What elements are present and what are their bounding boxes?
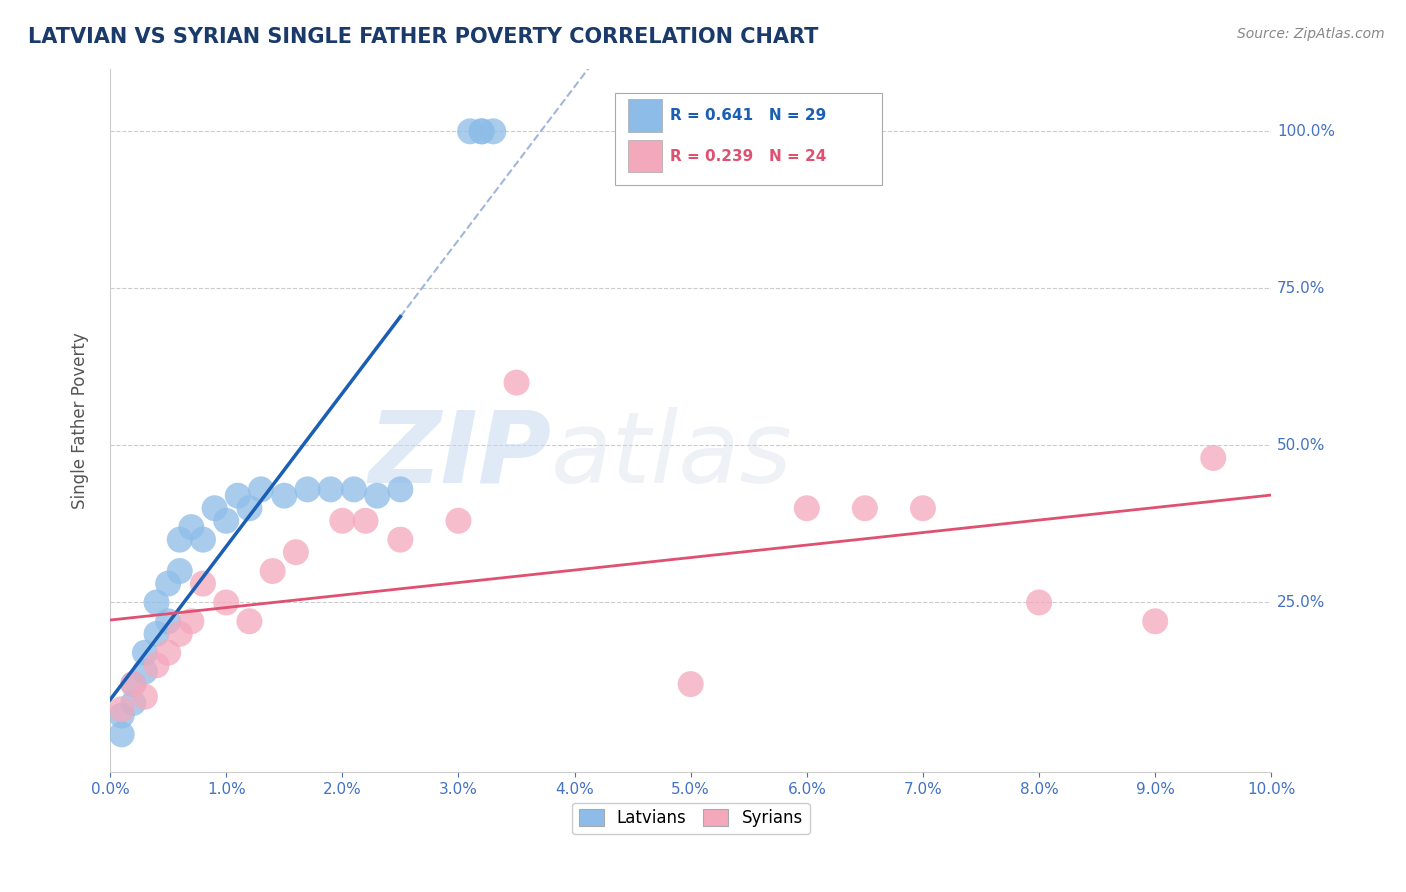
- FancyBboxPatch shape: [628, 140, 662, 172]
- Point: [458, 124, 481, 138]
- Point: [122, 677, 145, 691]
- Point: [215, 595, 238, 609]
- Point: [204, 501, 226, 516]
- Point: [1028, 595, 1050, 609]
- Text: R = 0.239   N = 24: R = 0.239 N = 24: [669, 149, 827, 163]
- Text: 25.0%: 25.0%: [1277, 595, 1326, 610]
- Point: [122, 677, 145, 691]
- Point: [134, 690, 156, 704]
- Point: [447, 514, 470, 528]
- Point: [796, 501, 818, 516]
- Point: [180, 520, 202, 534]
- Text: Source: ZipAtlas.com: Source: ZipAtlas.com: [1237, 27, 1385, 41]
- FancyBboxPatch shape: [628, 100, 662, 132]
- Point: [238, 615, 260, 629]
- Y-axis label: Single Father Poverty: Single Father Poverty: [72, 332, 89, 508]
- Point: [111, 702, 134, 716]
- Point: [853, 501, 876, 516]
- Legend: Latvians, Syrians: Latvians, Syrians: [572, 803, 810, 834]
- Point: [169, 533, 191, 547]
- Point: [471, 124, 494, 138]
- Point: [319, 483, 342, 497]
- Point: [250, 483, 273, 497]
- Point: [284, 545, 307, 559]
- Point: [354, 514, 377, 528]
- FancyBboxPatch shape: [616, 93, 883, 185]
- Text: LATVIAN VS SYRIAN SINGLE FATHER POVERTY CORRELATION CHART: LATVIAN VS SYRIAN SINGLE FATHER POVERTY …: [28, 27, 818, 46]
- Point: [505, 376, 527, 390]
- Point: [297, 483, 319, 497]
- Point: [679, 677, 702, 691]
- Point: [111, 727, 134, 741]
- Point: [330, 514, 353, 528]
- Point: [145, 627, 167, 641]
- Point: [145, 595, 167, 609]
- Point: [215, 514, 238, 528]
- Point: [169, 627, 191, 641]
- Point: [191, 533, 214, 547]
- Point: [389, 483, 412, 497]
- Text: R = 0.641   N = 29: R = 0.641 N = 29: [669, 108, 827, 123]
- Point: [1202, 450, 1225, 465]
- Point: [157, 646, 180, 660]
- Point: [226, 489, 249, 503]
- Point: [180, 615, 202, 629]
- Text: atlas: atlas: [551, 407, 793, 504]
- Point: [111, 708, 134, 723]
- Point: [157, 615, 180, 629]
- Point: [911, 501, 934, 516]
- Point: [238, 501, 260, 516]
- Point: [157, 576, 180, 591]
- Point: [471, 124, 494, 138]
- Point: [366, 489, 388, 503]
- Point: [262, 564, 284, 578]
- Point: [343, 483, 366, 497]
- Point: [134, 646, 156, 660]
- Text: 75.0%: 75.0%: [1277, 281, 1326, 296]
- Text: 100.0%: 100.0%: [1277, 124, 1336, 139]
- Point: [134, 665, 156, 679]
- Point: [273, 489, 295, 503]
- Point: [191, 576, 214, 591]
- Point: [145, 658, 167, 673]
- Text: 50.0%: 50.0%: [1277, 438, 1326, 453]
- Point: [389, 533, 412, 547]
- Point: [122, 696, 145, 710]
- Point: [482, 124, 505, 138]
- Text: ZIP: ZIP: [368, 407, 551, 504]
- Point: [1144, 615, 1167, 629]
- Point: [169, 564, 191, 578]
